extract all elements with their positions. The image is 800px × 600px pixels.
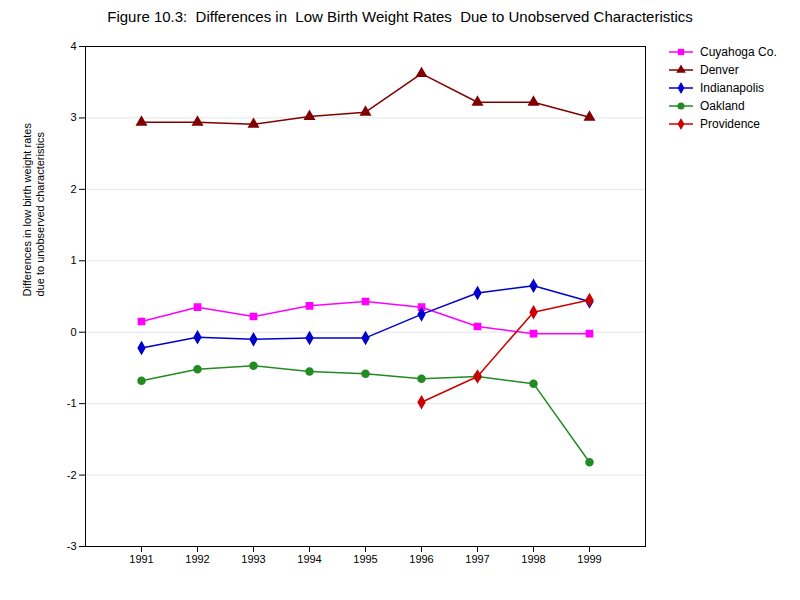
svg-text:0: 0	[70, 326, 76, 338]
svg-text:1993: 1993	[241, 553, 265, 565]
svg-text:1999: 1999	[577, 553, 601, 565]
svg-text:Differences in low birth weigh: Differences in low birth weight ratesdue…	[21, 123, 46, 297]
html-text:Denver: Denver	[700, 63, 739, 77]
svg-text:1992: 1992	[185, 553, 209, 565]
svg-text:2: 2	[70, 183, 76, 195]
svg-text:1998: 1998	[521, 553, 545, 565]
svg-text:1991: 1991	[129, 553, 153, 565]
svg-text:3: 3	[70, 111, 76, 123]
svg-text:1996: 1996	[409, 553, 433, 565]
svg-text:1994: 1994	[297, 553, 321, 565]
svg-text:1: 1	[70, 254, 76, 266]
svg-text:-1: -1	[67, 397, 77, 409]
svg-text:1995: 1995	[353, 553, 377, 565]
html-text:Providence: Providence	[700, 117, 760, 131]
html-text:Indianapolis: Indianapolis	[700, 81, 765, 95]
svg-text:4: 4	[70, 40, 76, 52]
html-text:Oakland: Oakland	[700, 99, 745, 113]
html-text:Cuyahoga Co.: Cuyahoga Co.	[700, 45, 777, 59]
svg-text:1997: 1997	[465, 553, 489, 565]
svg-text:-3: -3	[67, 540, 77, 552]
svg-text:-2: -2	[67, 469, 77, 481]
html-text:Figure 10.3: Differences in Lo: Figure 10.3: Differences in Low Birth We…	[107, 8, 693, 25]
